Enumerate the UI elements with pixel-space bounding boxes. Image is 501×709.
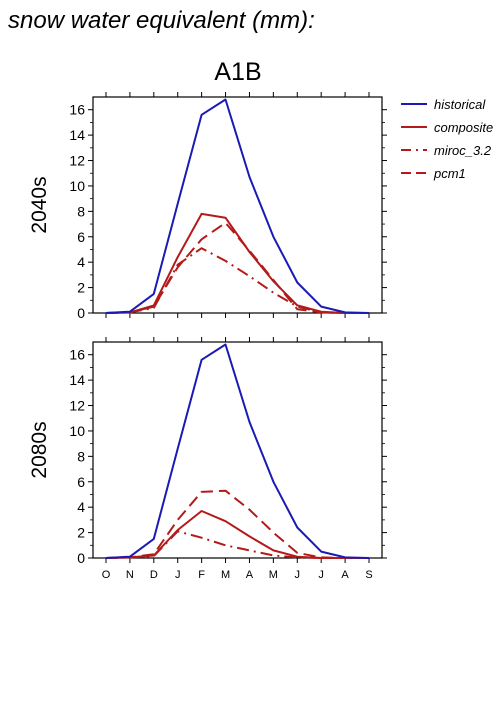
- legend: historical composite miroc_3.2 pcm1: [401, 97, 493, 181]
- y-tick-label: 8: [77, 203, 85, 219]
- y-tick-label: 2: [77, 525, 85, 541]
- x-tick-label: J: [175, 569, 181, 581]
- panel-2040s: 0 2 4 6 8 10 12 14 16 2040s: [28, 92, 387, 321]
- y-tick-label: 10: [69, 178, 85, 194]
- y-tick-label: 12: [69, 153, 85, 169]
- plot-frame: [92, 341, 383, 559]
- x-tick-label: D: [150, 569, 158, 581]
- x-tick-label: J: [295, 569, 301, 581]
- legend-label: pcm1: [433, 166, 466, 181]
- y-tick-label: 4: [77, 499, 85, 515]
- x-tick-label: M: [269, 569, 278, 581]
- x-tick-label: O: [102, 569, 111, 581]
- x-tick-label: J: [318, 569, 324, 581]
- y-tick-label: 0: [77, 550, 85, 566]
- y-tick-label: 6: [77, 474, 85, 490]
- scenario-label: A1B: [214, 58, 261, 86]
- y-tick-label: 12: [69, 398, 85, 414]
- x-tick-label: M: [221, 569, 230, 581]
- panel-label: 2080s: [28, 421, 51, 478]
- y-tick-label: 16: [69, 347, 85, 363]
- series-line-historical: [105, 98, 370, 314]
- plot-frame: [92, 96, 383, 314]
- y-tick-label: 10: [69, 423, 85, 439]
- series-line-composite: [105, 510, 369, 559]
- legend-label: composite: [434, 120, 493, 135]
- series-line-miroc-3-2: [105, 247, 369, 314]
- y-tick-label: 0: [77, 305, 85, 321]
- x-tick-label: F: [198, 569, 205, 581]
- panel-label: 2040s: [28, 176, 51, 233]
- x-tick-label: A: [246, 569, 254, 581]
- y-tick-label: 6: [77, 229, 85, 245]
- legend-label: miroc_3.2: [434, 143, 492, 158]
- y-tick-label: 4: [77, 254, 85, 270]
- x-tick-label: A: [341, 569, 349, 581]
- panel-2080s: 0 2 4 6 8 10 12 14 16 O N D J F M A M J J A S 2080s: [28, 337, 387, 581]
- y-tick-label: 2: [77, 280, 85, 296]
- series-line-historical: [105, 343, 370, 559]
- y-tick-label: 14: [69, 127, 85, 143]
- y-tick-label: 8: [77, 448, 85, 464]
- x-tick-label: S: [365, 569, 372, 581]
- x-tick-label: N: [126, 569, 134, 581]
- y-tick-label: 14: [69, 372, 85, 388]
- series-line-composite: [105, 212, 369, 314]
- figure-title: snow water equivalent (mm):: [8, 7, 315, 34]
- series-line-miroc-3-2: [105, 530, 369, 559]
- legend-label: historical: [434, 97, 486, 112]
- y-tick-label: 16: [69, 102, 85, 118]
